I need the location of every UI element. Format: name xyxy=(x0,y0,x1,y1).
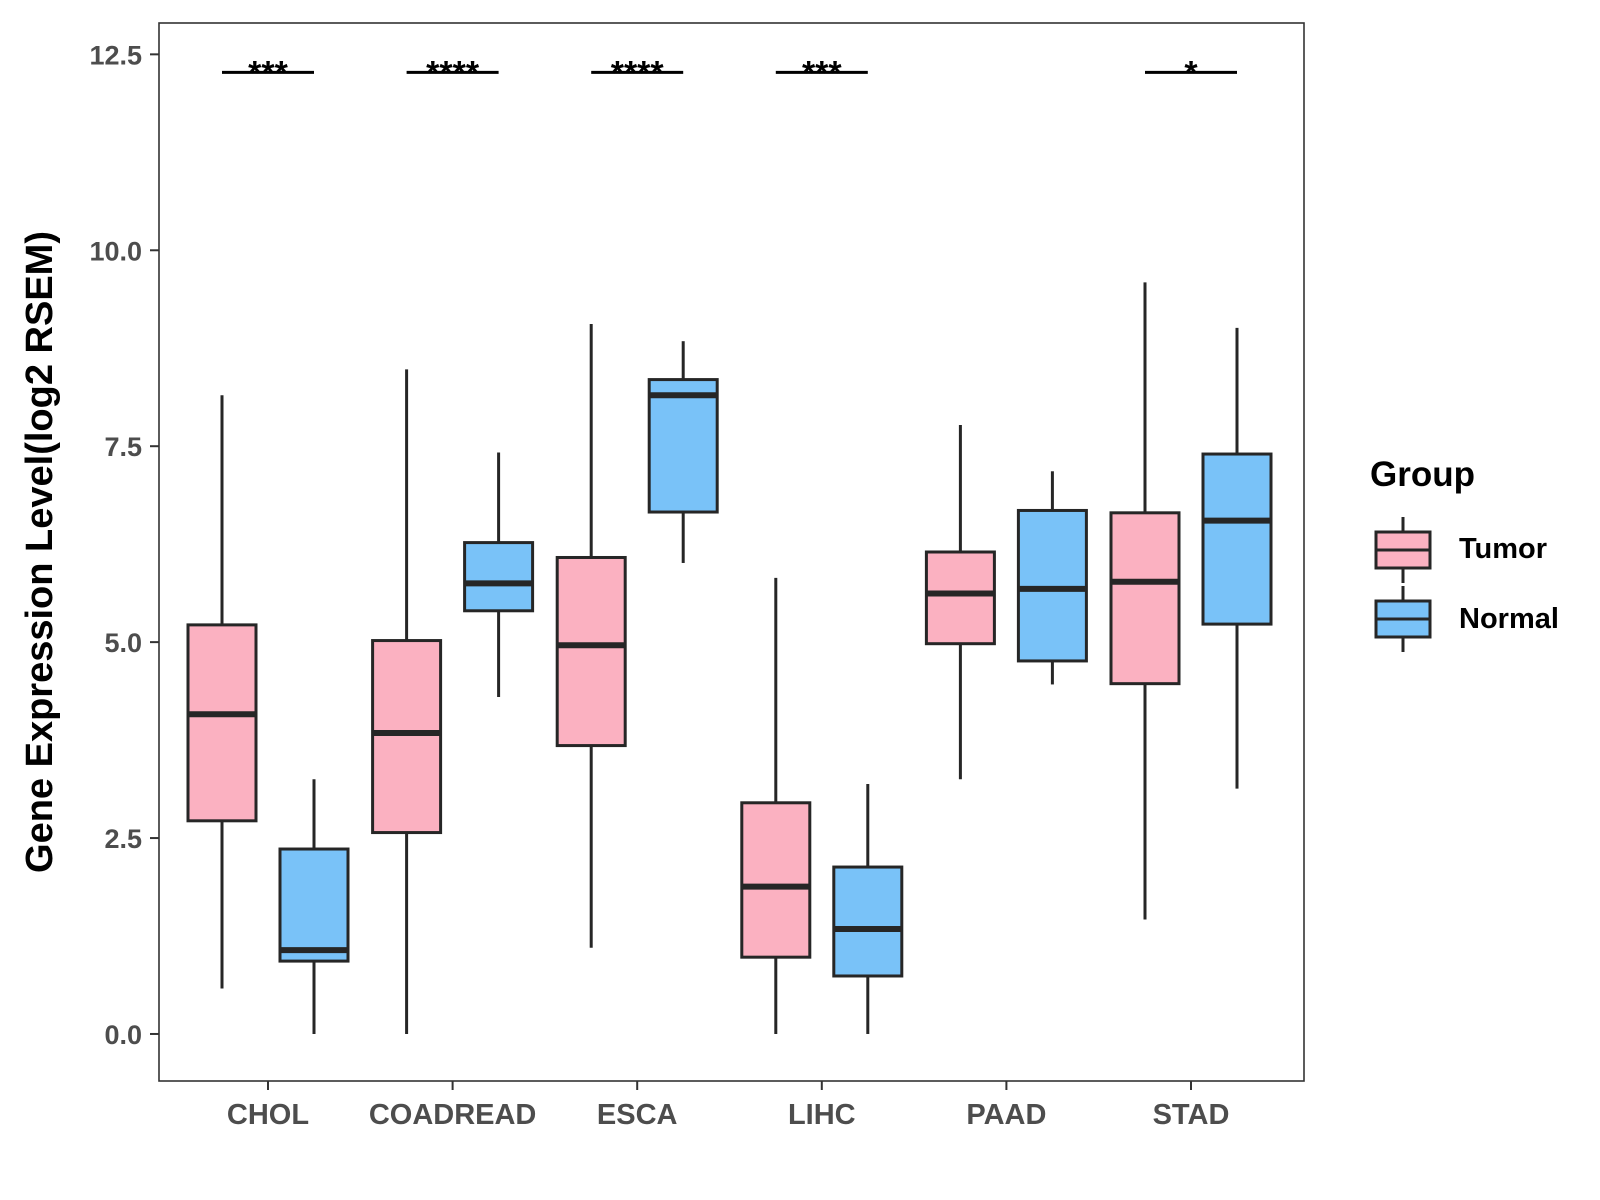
box-tumor-coadread xyxy=(371,369,443,1034)
box-body xyxy=(278,847,350,963)
box-tumor-lihc xyxy=(740,577,812,1034)
y-tick-label: 2.5 xyxy=(104,824,142,854)
box-tumor-stad xyxy=(1109,282,1181,920)
significance-label: *** xyxy=(248,54,288,92)
plot-panel-border xyxy=(158,22,1305,1082)
x-tick-label: ESCA xyxy=(597,1099,678,1131)
significance-label: **** xyxy=(611,54,665,92)
plot-marks: *** **** **** *** * xyxy=(186,54,1273,1034)
y-tick-label: 7.5 xyxy=(104,432,142,462)
y-tick-label: 0.0 xyxy=(104,1020,142,1050)
box-normal-chol xyxy=(278,779,350,1034)
box-body xyxy=(740,801,812,959)
significance-esca: **** xyxy=(591,54,684,92)
box-tumor-esca xyxy=(555,323,627,948)
box-body xyxy=(1016,508,1088,663)
box-normal-stad xyxy=(1201,327,1273,789)
legend-label-normal: Normal xyxy=(1459,603,1559,635)
legend-label-tumor: Tumor xyxy=(1459,533,1547,565)
significance-label: * xyxy=(1184,54,1198,92)
legend-key-normal xyxy=(1374,586,1432,652)
significance-chol: *** xyxy=(222,54,314,92)
box-normal-esca xyxy=(647,341,719,563)
legend-title: Group xyxy=(1370,455,1475,494)
box-normal-coadread xyxy=(463,452,535,697)
x-tick-label: STAD xyxy=(1153,1099,1230,1131)
significance-label: *** xyxy=(802,54,842,92)
box-normal-paad xyxy=(1016,471,1088,685)
box-body xyxy=(555,555,627,748)
box-body xyxy=(186,623,258,823)
y-axis-title: Gene Expression Level(log2 RSEM) xyxy=(19,231,61,873)
significance-stad: * xyxy=(1145,54,1237,92)
box-body xyxy=(647,378,719,514)
axes: 0.0 2.5 5.0 7.5 10.0 12.5 CHOL COADREAD ESCA LIHC… xyxy=(89,40,1229,1131)
x-tick-label: COADREAD xyxy=(369,1099,537,1131)
significance-coadread: **** xyxy=(406,54,499,92)
y-tick-label: 5.0 xyxy=(104,628,142,658)
box-body xyxy=(371,639,443,835)
legend-key-tumor xyxy=(1374,517,1432,583)
box-body xyxy=(924,550,996,646)
significance-label: **** xyxy=(426,54,480,92)
y-tick-label: 10.0 xyxy=(89,236,142,266)
x-tick-label: CHOL xyxy=(227,1099,309,1131)
box-body xyxy=(463,541,535,613)
box-normal-lihc xyxy=(832,783,904,1034)
x-tick-label: LIHC xyxy=(788,1099,856,1131)
box-tumor-paad xyxy=(924,425,996,780)
box-body xyxy=(1109,511,1181,686)
significance-lihc: *** xyxy=(775,54,868,92)
legend-keys xyxy=(1374,517,1432,652)
x-tick-label: PAAD xyxy=(966,1099,1046,1131)
legend: Group Tumor Normal xyxy=(1370,455,1559,652)
box-body xyxy=(832,865,904,978)
box-tumor-chol xyxy=(186,395,258,989)
y-tick-label: 12.5 xyxy=(89,40,142,70)
box-body xyxy=(1201,452,1273,626)
